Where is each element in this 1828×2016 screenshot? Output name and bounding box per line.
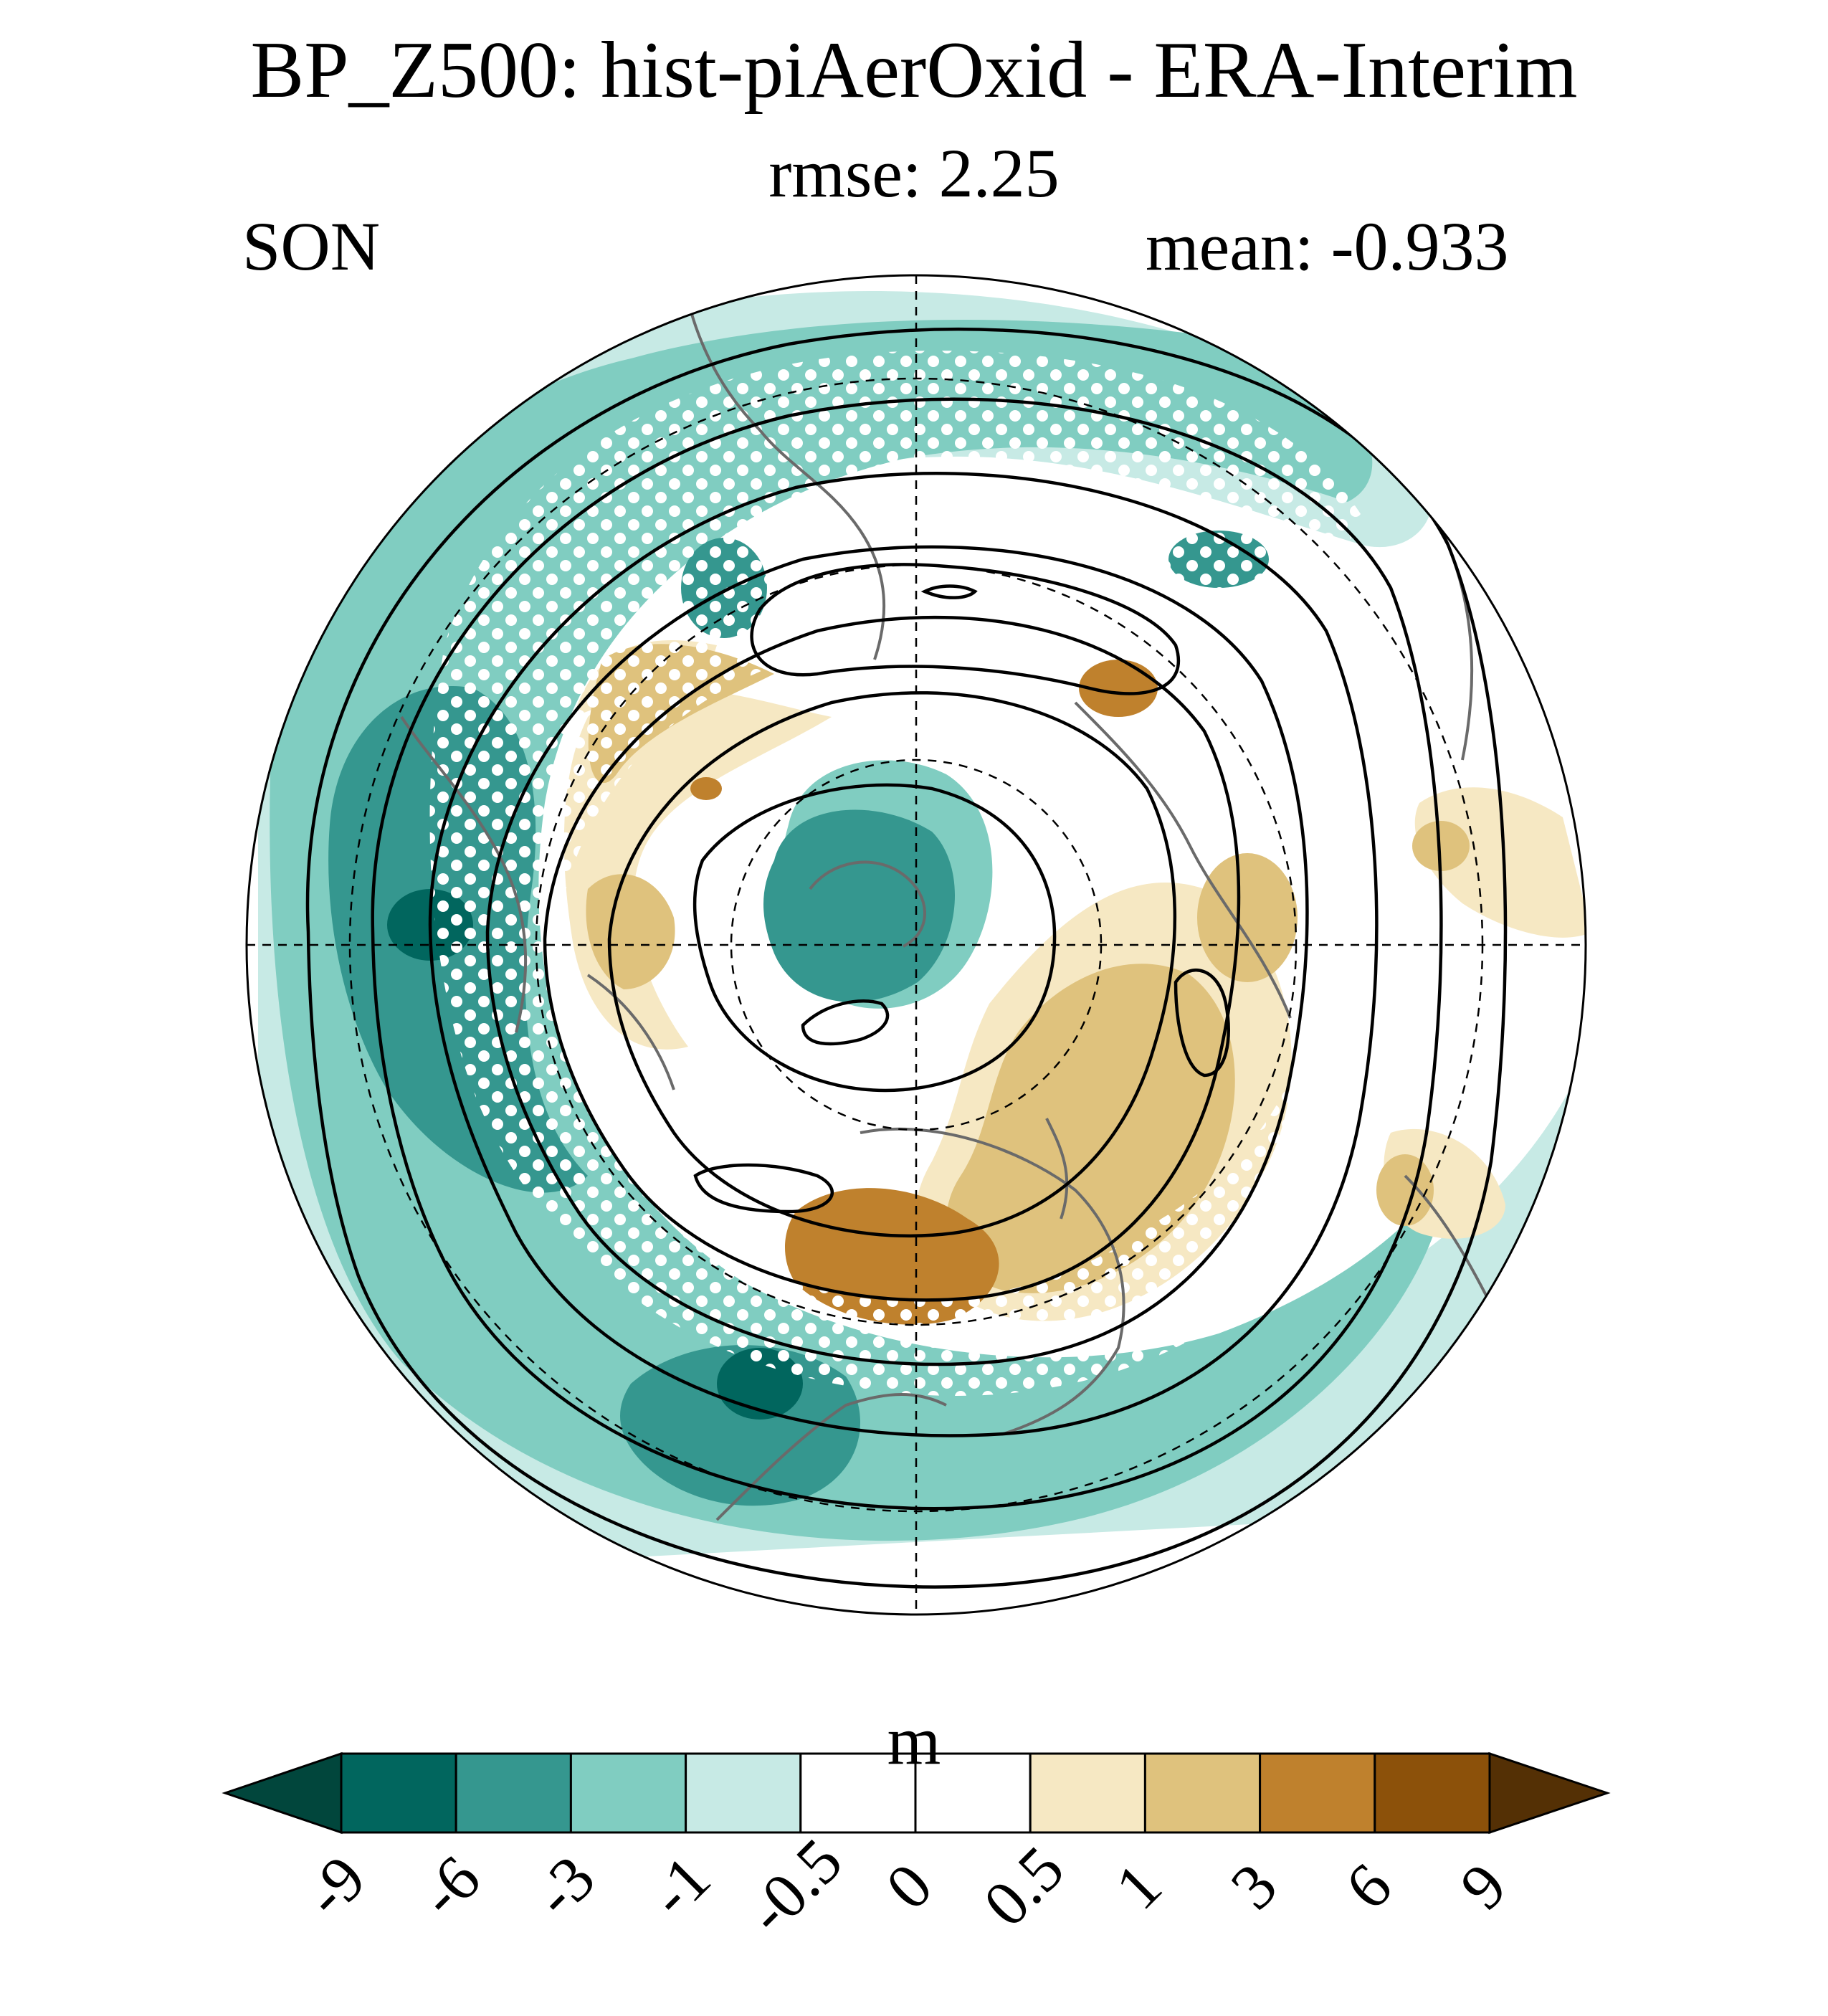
colorbar-arrow-high: [1488, 1751, 1611, 1835]
mean-label: mean: -0.933: [1146, 208, 1509, 285]
plot-title: BP_Z500: hist-piAerOxid - ERA-Interim: [250, 26, 1578, 115]
map-fields: [247, 275, 1586, 1615]
colorbar: [222, 1751, 1611, 1835]
colorbar-box: [340, 1752, 457, 1834]
colorbar-box: [454, 1752, 572, 1834]
colorbar-box: [1374, 1752, 1491, 1834]
colorbar-box: [569, 1752, 687, 1834]
colorbar-box: [799, 1752, 917, 1834]
graticule: [247, 275, 1586, 1615]
colorbar-units: m: [887, 1702, 941, 1779]
significance-stippling: [429, 351, 1362, 1397]
colorbar-box: [1259, 1752, 1376, 1834]
colorbar-box: [1029, 1752, 1146, 1834]
colorbar-box: [1143, 1752, 1262, 1834]
map-boundary: [245, 274, 1587, 1616]
rmse-label: rmse: 2.25: [768, 135, 1060, 211]
colorbar-box: [685, 1752, 802, 1834]
season-label: SON: [242, 208, 381, 285]
colorbar-box: [914, 1752, 1032, 1834]
